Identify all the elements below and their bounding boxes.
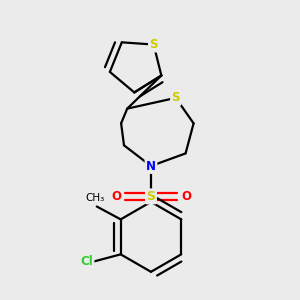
Text: S: S [172,92,180,104]
Text: Cl: Cl [80,255,93,268]
Text: O: O [181,190,191,203]
Text: O: O [111,190,121,203]
Text: S: S [146,190,155,203]
Text: S: S [149,38,158,51]
Text: N: N [146,160,156,172]
Text: CH₃: CH₃ [85,193,105,203]
